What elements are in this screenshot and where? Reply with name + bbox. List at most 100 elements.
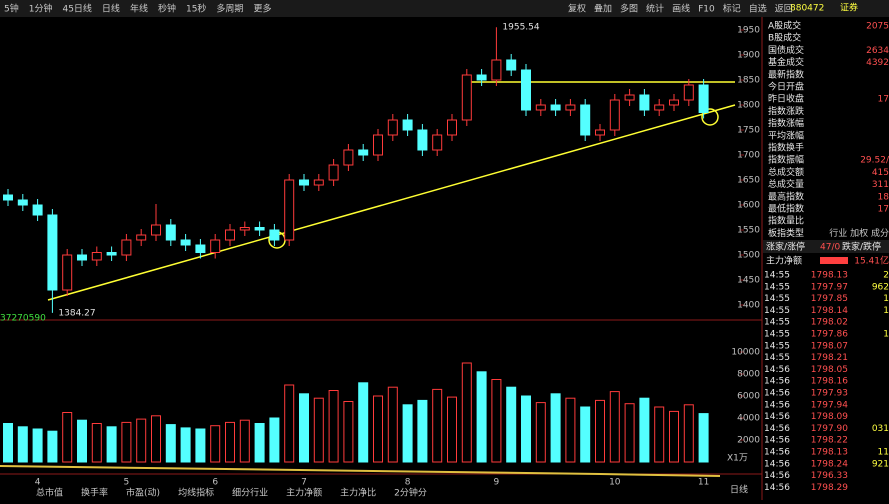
volume-bar (165, 424, 176, 463)
trade-time: 14:56 (764, 471, 790, 481)
volume-bar (609, 391, 620, 463)
main-bar (820, 257, 848, 264)
toolbar-item[interactable]: F10 (698, 5, 715, 15)
volume-bar (358, 382, 369, 463)
stat-value: 4392 (866, 58, 889, 68)
volume-bar (239, 419, 250, 463)
x-tick-label: 5 (124, 478, 130, 488)
trade-price: 1798.13 (811, 448, 848, 458)
candle-body (373, 134, 383, 156)
toolbar-item[interactable]: 叠加 (594, 4, 612, 15)
bottom-tab[interactable]: 主力净额 (286, 487, 322, 499)
volume-bar (624, 403, 635, 463)
candle-body (476, 74, 487, 81)
toolbar-item[interactable]: 返回 (775, 3, 793, 15)
toolbar-item[interactable]: 多图 (620, 3, 638, 15)
toolbar-item[interactable]: 画线 (672, 3, 690, 15)
candle-body (402, 119, 413, 131)
breadth-label: 涨家/涨停 (766, 241, 805, 253)
stat-label: 最新指数 (768, 68, 804, 80)
highlight-circle (701, 108, 719, 126)
y-tick-label: 1550 (737, 226, 760, 236)
toolbar-item[interactable]: 日线 (102, 3, 120, 15)
trade-volume: 962 (872, 282, 889, 292)
indicator-line (0, 465, 721, 477)
volume-bar (521, 395, 531, 463)
y-tick-label: 10000 (731, 348, 760, 358)
x-tick-label: 4 (35, 478, 41, 488)
volume-bar (476, 371, 487, 463)
trade-price: 1797.93 (811, 389, 848, 399)
stat-value: 17 (878, 205, 889, 215)
stat-value: 17 (878, 95, 889, 105)
volume-bar (595, 399, 605, 463)
breadth-value: 47/0 (820, 243, 840, 253)
stat-value: 311 (872, 180, 889, 190)
volume-bar (62, 412, 73, 463)
toolbar-item[interactable]: 年线 (130, 3, 148, 15)
breadth-bar (763, 240, 889, 253)
stat-label: 指数涨跌 (768, 105, 804, 117)
toolbar-item[interactable]: 多周期 (216, 3, 243, 15)
trade-price: 1798.07 (811, 341, 848, 351)
bottom-tab[interactable]: 总市值 (36, 487, 63, 499)
bottom-tab[interactable]: 细分行业 (232, 487, 268, 499)
volume-bar (136, 418, 147, 463)
y-tick-label: 1750 (737, 126, 760, 136)
trade-time: 14:56 (764, 400, 790, 410)
bottom-tab[interactable]: 日线 (730, 484, 748, 496)
toolbar-item[interactable]: 标记 (723, 3, 741, 15)
bottom-tab[interactable]: 均线指标 (178, 487, 214, 499)
toolbar-item[interactable]: 统计 (646, 3, 664, 15)
trade-price: 1798.22 (811, 436, 848, 446)
trade-price: 1797.97 (811, 282, 848, 292)
stat-value: 18 (878, 192, 889, 202)
stat-label: 今日开盘 (768, 81, 804, 93)
volume-bar (269, 417, 280, 463)
bottom-tab[interactable]: 市盈(动) (126, 487, 160, 499)
trade-price: 1798.16 (811, 377, 848, 387)
candle-body (254, 227, 265, 231)
trade-price: 1797.90 (811, 424, 848, 434)
bottom-tab[interactable]: 主力净比 (340, 487, 376, 499)
trade-time: 14:56 (764, 377, 790, 387)
trade-price: 1798.13 (811, 271, 848, 281)
stat-label: 最低指数 (768, 203, 804, 215)
toolbar-item[interactable]: 更多 (253, 3, 271, 15)
toolbar-item[interactable]: 自选 (749, 3, 767, 15)
candle-body (299, 179, 309, 186)
volume-bar (328, 390, 339, 463)
trade-price: 1798.14 (811, 306, 848, 316)
candle-body (151, 224, 161, 236)
candle-body (210, 239, 221, 253)
candle-body (506, 59, 517, 71)
volume-bar (121, 421, 132, 463)
trade-time: 14:55 (764, 330, 790, 340)
toolbar-item[interactable]: 15秒 (186, 3, 206, 15)
trade-time: 14:55 (764, 353, 790, 363)
stat-label: 基金成交 (768, 56, 804, 68)
trade-price: 1797.86 (811, 330, 848, 340)
toolbar-item[interactable]: 45日线 (62, 3, 91, 15)
toolbar-item[interactable]: 复权 (568, 3, 586, 15)
trend-line (47, 104, 736, 301)
candle-body (225, 229, 235, 241)
bottom-tab[interactable]: 换手率 (81, 487, 108, 499)
toolbar-item[interactable]: 1分钟 (29, 3, 53, 15)
volume-bar (373, 395, 383, 463)
candle-body (521, 69, 531, 111)
volume-bar (580, 406, 591, 463)
y-tick-label: 6000 (737, 392, 760, 402)
stat-label: 总成交量 (768, 178, 804, 190)
toolbar-item[interactable]: 秒钟 (158, 3, 176, 15)
volume-bar (491, 379, 502, 463)
trade-price: 1797.85 (811, 294, 848, 304)
stat-label: B股成交 (768, 32, 801, 44)
volume-bar (343, 401, 354, 463)
candle-body (358, 149, 369, 156)
bottom-tab[interactable]: 2分钟分 (394, 487, 427, 499)
volume-bar (91, 423, 102, 463)
toolbar-item[interactable]: 5钟 (4, 3, 19, 15)
stat-label: 总成交额 (768, 166, 804, 178)
